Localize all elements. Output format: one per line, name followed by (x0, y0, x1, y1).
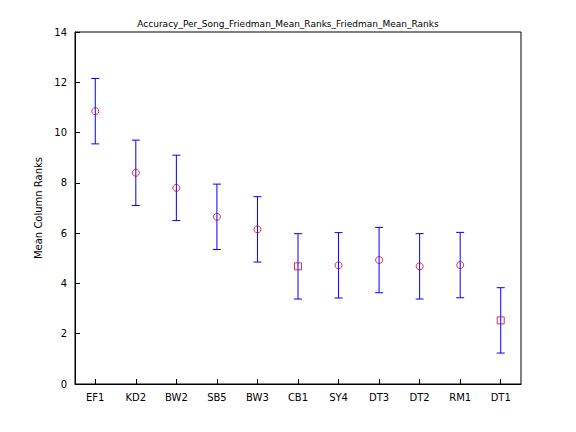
svg-text:2: 2 (61, 328, 67, 339)
svg-text:12: 12 (54, 77, 67, 88)
svg-text:BW2: BW2 (165, 392, 188, 403)
svg-text:SB5: SB5 (207, 392, 227, 403)
svg-text:10: 10 (54, 127, 67, 138)
svg-text:6: 6 (61, 228, 67, 239)
svg-text:0: 0 (61, 379, 67, 390)
svg-text:14: 14 (54, 27, 67, 38)
svg-text:BW3: BW3 (246, 392, 269, 403)
svg-text:Accuracy_Per_Song_Friedman_Mea: Accuracy_Per_Song_Friedman_Mean_Ranks_Fr… (137, 19, 439, 29)
svg-text:EF1: EF1 (86, 392, 104, 403)
svg-text:KD2: KD2 (126, 392, 147, 403)
svg-text:Mean Column Ranks: Mean Column Ranks (33, 157, 44, 259)
svg-text:SY4: SY4 (329, 392, 348, 403)
svg-text:DT3: DT3 (369, 392, 389, 403)
svg-text:8: 8 (61, 177, 67, 188)
svg-text:CB1: CB1 (288, 392, 308, 403)
svg-text:4: 4 (61, 278, 67, 289)
svg-text:DT2: DT2 (410, 392, 430, 403)
svg-text:DT1: DT1 (491, 392, 511, 403)
svg-text:RM1: RM1 (449, 392, 471, 403)
